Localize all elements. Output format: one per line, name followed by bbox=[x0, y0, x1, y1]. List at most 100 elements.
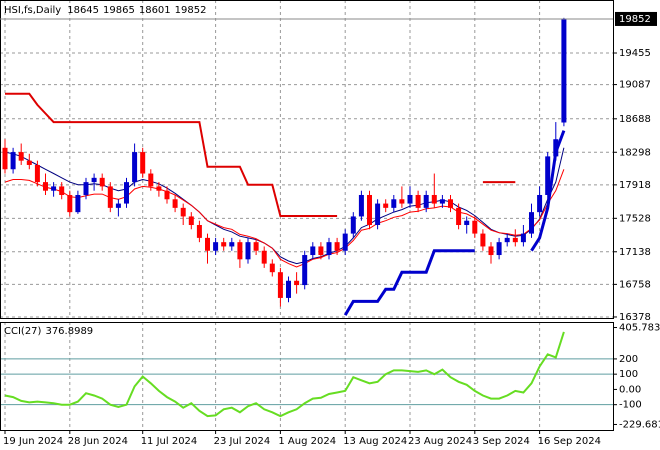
header: HSI,fs,Daily 18645 19865 18601 19852 bbox=[4, 5, 206, 16]
candle-body bbox=[496, 242, 502, 256]
candle-body bbox=[245, 242, 251, 260]
candle-body bbox=[221, 242, 227, 247]
y-tick-label: 16378 bbox=[619, 312, 651, 323]
candle-body bbox=[286, 280, 291, 298]
candle-body bbox=[415, 194, 421, 208]
cci-line bbox=[4, 331, 565, 418]
indicator-line bbox=[5, 92, 516, 217]
candle-body bbox=[342, 233, 348, 251]
x-tick-label: 11 Jul 2024 bbox=[141, 436, 198, 447]
candle-body bbox=[91, 177, 97, 183]
candle-body bbox=[2, 147, 8, 170]
candle-body bbox=[448, 199, 453, 208]
open: 18645 bbox=[67, 5, 99, 16]
candle-body bbox=[83, 182, 89, 195]
candle-body bbox=[237, 242, 243, 260]
cci-value: 376.8989 bbox=[45, 326, 93, 337]
axes: 19455 19087 18688 18298 17918 17528 17138 16758… bbox=[0, 11, 660, 447]
x-tick-label: 28 Jun 2024 bbox=[68, 436, 128, 447]
x-tick-label: 19 Jun 2024 bbox=[3, 436, 63, 447]
candle-body bbox=[318, 246, 324, 256]
candle-body bbox=[310, 246, 316, 256]
price-label: 19852 bbox=[619, 14, 651, 25]
cci-header: CCI(27) 376.8989 bbox=[4, 326, 93, 337]
y-tick-label: 17918 bbox=[619, 180, 651, 191]
x-tick-label: 16 Sep 2024 bbox=[538, 436, 601, 447]
candle-body bbox=[172, 199, 178, 208]
cci-marks bbox=[0, 331, 613, 418]
candle-body bbox=[261, 250, 267, 264]
y-tick-label: 17138 bbox=[619, 247, 651, 258]
candle-body bbox=[132, 152, 138, 183]
candle-body bbox=[464, 220, 470, 226]
candle-body bbox=[439, 199, 445, 204]
cci-title: CCI(27) bbox=[4, 326, 42, 337]
main-frame bbox=[0, 0, 614, 319]
candle-body bbox=[253, 242, 259, 251]
candle-body bbox=[10, 152, 16, 170]
candle-body bbox=[140, 152, 146, 174]
candle-body bbox=[180, 207, 186, 217]
candle-body bbox=[229, 242, 235, 247]
y-tick-label: 100 bbox=[619, 369, 638, 380]
x-tick-label: 23 Aug 2024 bbox=[408, 436, 472, 447]
candle-body bbox=[205, 237, 210, 251]
y-tick-label: 17528 bbox=[619, 213, 651, 224]
candle-body bbox=[107, 186, 113, 208]
y-tick-label: -229.6815 bbox=[619, 419, 660, 430]
price-box bbox=[615, 11, 657, 26]
y-tick-label: 405.7837 bbox=[619, 323, 660, 334]
x-tick-label: 3 Sep 2024 bbox=[473, 436, 530, 447]
indicator-line bbox=[343, 130, 566, 316]
candle-body bbox=[188, 216, 194, 226]
y-tick-label: 19087 bbox=[619, 80, 651, 91]
candle-body bbox=[148, 173, 154, 187]
candle-body bbox=[51, 186, 57, 191]
candle-body bbox=[164, 190, 170, 200]
candle-body bbox=[43, 182, 48, 191]
candle-body bbox=[561, 18, 567, 123]
candle-body bbox=[196, 225, 202, 238]
candle-body bbox=[375, 203, 381, 226]
y-tick-label: 18688 bbox=[619, 114, 651, 125]
candle-body bbox=[407, 194, 413, 204]
candle-body bbox=[34, 164, 40, 183]
candle-body bbox=[213, 242, 219, 251]
cci-frame bbox=[0, 322, 614, 431]
x-tick-label: 23 Jul 2024 bbox=[214, 436, 271, 447]
candle-body bbox=[367, 194, 372, 226]
high: 19865 bbox=[103, 5, 135, 16]
symbol: HSI,fs,Daily bbox=[4, 5, 61, 16]
candle-body bbox=[269, 263, 275, 273]
candle-body bbox=[26, 160, 32, 165]
indicator-line bbox=[4, 147, 565, 265]
x-tick-label: 1 Aug 2024 bbox=[278, 436, 336, 447]
candle-body bbox=[431, 194, 437, 204]
candle-body bbox=[156, 186, 162, 191]
candle-body bbox=[277, 272, 283, 298]
candle-body bbox=[294, 280, 300, 286]
candle-body bbox=[488, 246, 494, 256]
y-tick-label: 19455 bbox=[619, 48, 651, 59]
low: 18601 bbox=[139, 5, 171, 16]
candle-body bbox=[545, 156, 551, 195]
candle-body bbox=[512, 237, 518, 243]
y-tick-label: 200 bbox=[619, 354, 638, 365]
candle-body bbox=[18, 152, 24, 161]
indicator-line bbox=[4, 169, 565, 268]
candle-body bbox=[529, 212, 534, 234]
candle-body bbox=[115, 203, 121, 208]
candle-body bbox=[350, 216, 356, 234]
candle-body bbox=[480, 233, 486, 247]
candle-body bbox=[391, 199, 397, 208]
y-tick-label: -100 bbox=[619, 400, 642, 411]
candle-body bbox=[472, 220, 478, 234]
y-tick-label: 16758 bbox=[619, 279, 651, 290]
candle-body bbox=[334, 242, 340, 251]
candle-body bbox=[326, 242, 332, 256]
candle-body bbox=[520, 233, 526, 243]
candle-body bbox=[456, 207, 462, 226]
candle-body bbox=[537, 194, 543, 213]
